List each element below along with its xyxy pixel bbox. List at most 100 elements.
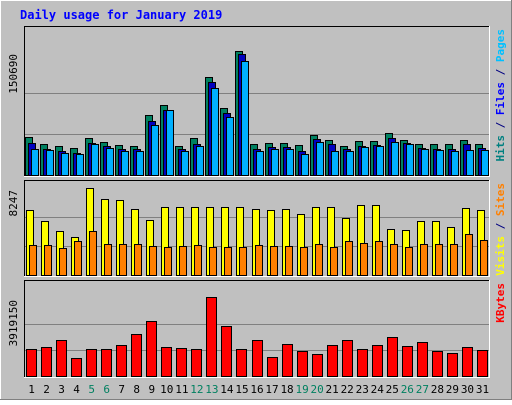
bar-hits-pages-day-21 — [331, 151, 339, 176]
bar-hits-pages-day-2 — [46, 150, 54, 176]
bar-hits-pages-day-11 — [181, 151, 189, 176]
legend-kbytes: KBytes — [494, 283, 507, 323]
bar-hits-pages-day-22 — [346, 151, 354, 176]
panel-hits: 150690 Hits / Files / Pages — [7, 26, 507, 177]
x-tick-label-day-22: 22 — [341, 383, 354, 396]
legend-sites: Sites — [494, 183, 507, 216]
bar-kbytes-kbytes-day-25 — [387, 337, 398, 377]
bar-hits-pages-day-17 — [271, 149, 279, 176]
bar-hits-pages-day-27 — [421, 149, 429, 176]
bar-kbytes-kbytes-day-18 — [282, 344, 293, 377]
x-tick-label-day-24: 24 — [371, 383, 385, 396]
x-tick-label-day-14: 14 — [220, 383, 234, 396]
x-axis-tick-labels: 1 2 3 4 5 6 7 8 9 10 11 12 13 14 15 16 17 18 19 20 21 22 23 24 2… — [28, 383, 489, 396]
x-tick-label-day-3: 3 — [58, 383, 65, 396]
bar-hits-pages-day-23 — [361, 147, 369, 176]
bar-visits-sites-day-2 — [44, 245, 52, 276]
bar-hits-pages-day-7 — [121, 151, 129, 176]
bar-visits-sites-day-19 — [300, 247, 308, 276]
bar-kbytes-kbytes-day-12 — [191, 349, 202, 377]
bar-kbytes-kbytes-day-26 — [402, 346, 413, 377]
x-tick-label-day-27: 27 — [416, 383, 429, 396]
bar-visits-sites-day-25 — [390, 244, 398, 276]
bar-hits-pages-day-5 — [91, 144, 99, 176]
bar-kbytes-kbytes-day-9 — [146, 321, 157, 377]
x-tick-label-day-31: 31 — [476, 383, 489, 396]
bar-kbytes-kbytes-day-30 — [462, 347, 473, 377]
bar-hits-pages-day-29 — [451, 151, 459, 176]
bar-kbytes-kbytes-day-14 — [221, 326, 232, 377]
bar-hits-pages-day-16 — [256, 151, 264, 176]
x-tick-label-day-11: 11 — [175, 383, 188, 396]
bar-kbytes-kbytes-day-1 — [26, 349, 37, 377]
x-tick-label-day-10: 10 — [160, 383, 173, 396]
bar-visits-sites-day-16 — [255, 245, 263, 276]
bar-kbytes-kbytes-day-7 — [116, 345, 127, 377]
bar-hits-pages-day-28 — [436, 150, 444, 176]
bar-visits-sites-day-28 — [435, 244, 443, 276]
legend-separator: / — [494, 216, 507, 236]
bar-kbytes-kbytes-day-5 — [86, 349, 97, 377]
bar-visits-sites-day-14 — [224, 247, 232, 276]
bar-hits-pages-day-10 — [166, 110, 174, 176]
bar-visits-sites-day-9 — [149, 246, 157, 276]
x-tick-label-day-30: 30 — [461, 383, 474, 396]
bar-kbytes-kbytes-day-17 — [267, 357, 278, 377]
bar-visits-sites-day-21 — [330, 247, 338, 276]
x-tick-label-day-8: 8 — [133, 383, 140, 396]
bar-kbytes-kbytes-day-27 — [417, 342, 428, 377]
bar-kbytes-kbytes-day-19 — [297, 351, 308, 377]
bar-kbytes-kbytes-day-28 — [432, 351, 443, 377]
panel-kbytes-legend: KBytes — [494, 283, 507, 323]
x-tick-label-day-20: 20 — [311, 383, 324, 396]
bar-hits-pages-day-8 — [136, 151, 144, 176]
bar-kbytes-kbytes-day-20 — [312, 354, 323, 377]
bar-kbytes-kbytes-day-24 — [372, 345, 383, 377]
x-tick-label-day-29: 29 — [446, 383, 459, 396]
x-tick-label-day-13: 13 — [205, 383, 218, 396]
chart-panels: 150690 Hits / Files / Pages 8247 Visits / S… — [7, 26, 507, 378]
bar-hits-pages-day-13 — [211, 88, 219, 176]
bar-hits-pages-day-6 — [106, 148, 114, 176]
bar-visits-sites-day-12 — [194, 245, 202, 276]
bar-kbytes-kbytes-day-21 — [327, 345, 338, 377]
bar-kbytes-kbytes-day-10 — [161, 347, 172, 377]
bar-hits-pages-day-30 — [466, 150, 474, 176]
x-tick-label-day-6: 6 — [103, 383, 110, 396]
bar-visits-sites-day-10 — [164, 247, 172, 276]
bar-visits-sites-day-22 — [345, 241, 353, 276]
x-tick-label-day-12: 12 — [190, 383, 203, 396]
bar-visits-sites-day-26 — [405, 247, 413, 276]
bar-visits-sites-day-31 — [480, 240, 488, 276]
bar-kbytes-kbytes-day-11 — [176, 348, 187, 377]
x-tick-label-day-4: 4 — [73, 383, 80, 396]
bar-kbytes-kbytes-day-29 — [447, 353, 458, 377]
bar-visits-sites-day-17 — [270, 246, 278, 276]
bar-kbytes-kbytes-day-15 — [236, 349, 247, 377]
bar-hits-pages-day-31 — [481, 150, 489, 176]
bar-visits-sites-day-27 — [420, 244, 428, 276]
bar-hits-pages-day-14 — [226, 117, 234, 176]
bar-hits-pages-day-26 — [406, 144, 414, 176]
bar-hits-pages-day-1 — [31, 149, 39, 176]
bar-hits-pages-day-19 — [301, 154, 309, 176]
legend-pages: Pages — [494, 29, 507, 62]
bar-hits-pages-day-4 — [76, 154, 84, 176]
legend-visits: Visits — [494, 236, 507, 276]
bar-visits-sites-day-23 — [360, 243, 368, 276]
bar-kbytes-kbytes-day-6 — [101, 349, 112, 377]
bar-kbytes-kbytes-day-23 — [357, 349, 368, 377]
bar-visits-sites-day-8 — [134, 244, 142, 276]
bar-kbytes-kbytes-day-22 — [342, 340, 353, 377]
x-tick-label-day-1: 1 — [28, 383, 35, 396]
bar-hits-pages-day-18 — [286, 149, 294, 176]
x-tick-label-day-26: 26 — [401, 383, 414, 396]
panel-visits-legend: Visits / Sites — [494, 183, 507, 276]
legend-separator: / — [494, 115, 507, 135]
x-tick-label-day-2: 2 — [43, 383, 50, 396]
panel-visits: 8247 Visits / Sites — [7, 180, 507, 277]
bar-visits-sites-day-18 — [285, 246, 293, 276]
bar-visits-sites-day-11 — [179, 246, 187, 276]
bar-visits-sites-day-4 — [74, 241, 82, 276]
